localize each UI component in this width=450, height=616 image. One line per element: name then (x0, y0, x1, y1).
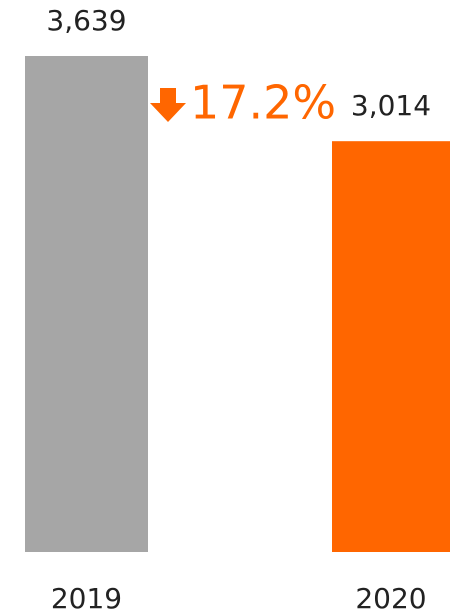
value-label: 3,014 (351, 89, 431, 122)
down-arrow (150, 88, 186, 122)
bar (25, 56, 148, 552)
change-annotation: 17.2% (190, 76, 336, 130)
bar (332, 141, 450, 552)
value-label: 3,639 (46, 4, 126, 37)
x-tick-label: 2019 (51, 582, 122, 615)
x-tick-label: 2020 (355, 582, 426, 615)
